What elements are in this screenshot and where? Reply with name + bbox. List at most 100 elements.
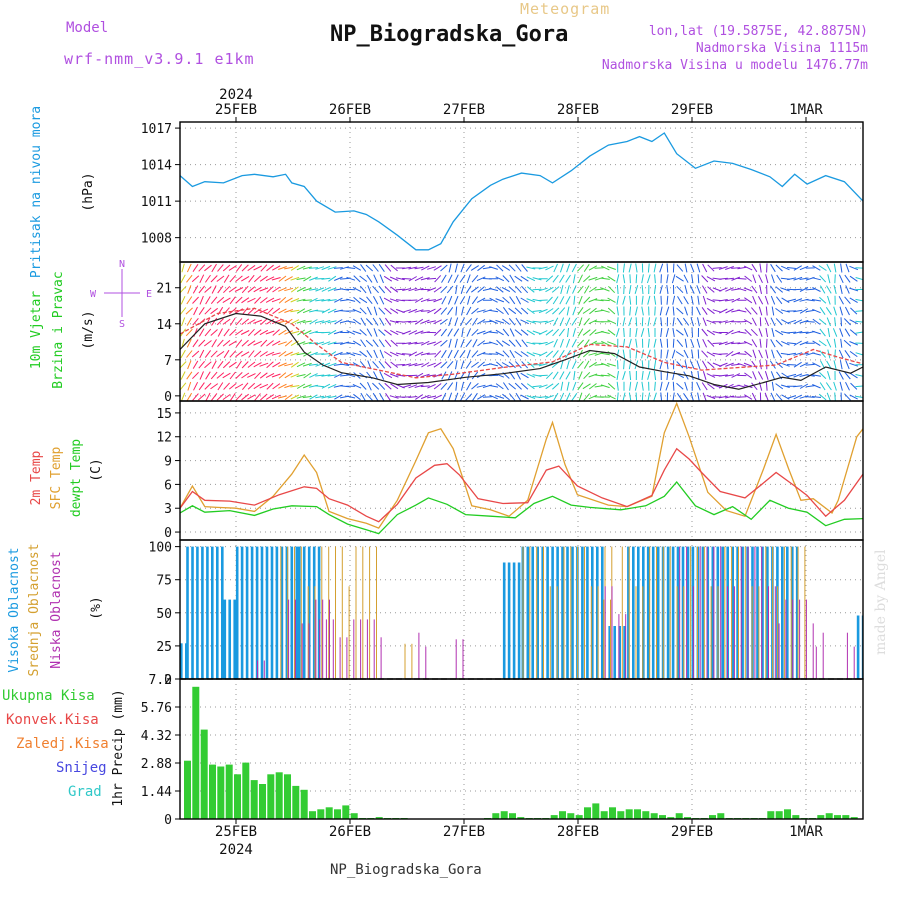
- wind-arrow: [367, 381, 372, 391]
- wind-arrow: [441, 274, 447, 283]
- wind-arrow: [253, 275, 262, 283]
- wind-arrow: [526, 319, 536, 324]
- wind-arrow: [284, 318, 293, 325]
- wind-arrow: [433, 265, 442, 271]
- wind-arrow: [787, 331, 797, 334]
- wind-arrow: [453, 274, 459, 284]
- wind-arrow: [185, 328, 193, 337]
- wind-arrow: [254, 371, 262, 380]
- wind-arrow: [696, 263, 701, 273]
- pressure-axis-label: Pritisak na nivou mora: [29, 106, 44, 278]
- wind-arrow: [744, 297, 753, 304]
- wind-arrow: [229, 317, 236, 326]
- wind-arrow: [682, 317, 690, 326]
- y-tick-label: 5.76: [141, 701, 172, 716]
- cloud-bar-high: [186, 546, 189, 679]
- wind-arrow: [272, 383, 281, 390]
- wind-arrow: [495, 276, 505, 282]
- wind-arrow: [187, 381, 192, 391]
- wind-arrow: [455, 285, 458, 294]
- precip-bar: [592, 803, 600, 819]
- wind-arrow: [266, 361, 274, 369]
- precip-legend-1: Konvek.Kisa: [6, 712, 99, 728]
- wind-arrow: [697, 274, 700, 284]
- wind-axis-label-1: 10m Vjetar: [29, 291, 44, 369]
- wind-arrow: [552, 371, 559, 380]
- wind-arrow: [259, 362, 269, 367]
- wind-arrow: [395, 277, 405, 281]
- precip-bar: [375, 817, 383, 819]
- wind-arrow: [514, 307, 523, 315]
- wind-arrow: [583, 371, 591, 380]
- wind-arrow: [180, 307, 187, 315]
- wind-arrow: [515, 296, 522, 305]
- wind-arrow: [447, 371, 453, 380]
- wind-arrow: [781, 297, 790, 304]
- wind-arrow: [198, 264, 206, 272]
- wind-arrow: [551, 286, 560, 293]
- wind-arrow: [353, 275, 361, 283]
- wind-arrow: [315, 320, 325, 324]
- wind-arrow: [420, 340, 430, 346]
- wind-arrow: [520, 394, 529, 400]
- wind-arrow: [616, 306, 619, 316]
- wind-arrow: [750, 328, 758, 337]
- wind-arrow: [495, 298, 505, 303]
- wind-arrow: [559, 296, 565, 305]
- wind-arrow: [180, 295, 186, 305]
- wind-arrow: [509, 328, 515, 337]
- wind-arrow: [309, 276, 318, 281]
- cloud-bar-high: [228, 599, 231, 679]
- wind-arrow: [372, 382, 380, 390]
- wind-arrow: [706, 319, 716, 324]
- wind-arrow: [751, 360, 758, 369]
- wind-arrow: [805, 385, 815, 388]
- wind-arrow: [303, 372, 312, 379]
- wind-arrow: [242, 307, 249, 315]
- wind-arrow: [193, 306, 198, 316]
- wind-arrow: [769, 285, 777, 294]
- wind-arrow: [526, 286, 535, 293]
- wind-arrow: [751, 392, 757, 401]
- wind-arrow: [395, 288, 405, 291]
- wind-arrow: [440, 318, 448, 325]
- wind-arrow: [538, 363, 548, 367]
- wind-arrow: [260, 393, 268, 401]
- wind-arrow: [495, 383, 504, 390]
- wind-arrow: [697, 392, 700, 401]
- wind-arrow: [390, 339, 398, 347]
- wind-arrow: [683, 328, 689, 337]
- wind-arrow: [471, 350, 479, 358]
- wind-arrow: [834, 392, 836, 401]
- wind-arrow: [744, 350, 752, 358]
- wind-arrow: [565, 317, 571, 327]
- y-tick-label: 1008: [141, 232, 172, 247]
- wind-arrow: [743, 287, 753, 292]
- wind-arrow: [594, 288, 604, 291]
- wind-arrow: [191, 275, 200, 283]
- wind-arrow: [327, 362, 337, 367]
- wind-arrow: [508, 339, 516, 347]
- cloud-bar-high: [586, 546, 589, 679]
- wind-arrow: [833, 381, 837, 391]
- wind-arrow: [501, 362, 511, 368]
- cloud-bar-high: [596, 546, 599, 679]
- wind-arrow: [472, 339, 478, 348]
- wind-arrow: [532, 385, 542, 388]
- wind-arrow: [583, 296, 591, 304]
- wind-arrow: [765, 349, 769, 359]
- wind-arrow: [466, 328, 472, 337]
- wind-arrow: [460, 263, 465, 273]
- y-tick-label: 14: [156, 318, 172, 333]
- wind-arrow: [379, 392, 385, 401]
- wind-arrow: [180, 361, 187, 369]
- wind-arrow: [690, 295, 694, 305]
- wind-arrow: [495, 329, 504, 336]
- wind-arrows: [180, 263, 863, 401]
- wind-arrow: [384, 382, 392, 390]
- wind-arrow: [724, 320, 735, 324]
- cloud-bar-high: [196, 546, 199, 679]
- cloud-bar-high: [507, 562, 511, 679]
- cloud-bar-high: [756, 546, 759, 679]
- wind-arrow: [787, 319, 797, 324]
